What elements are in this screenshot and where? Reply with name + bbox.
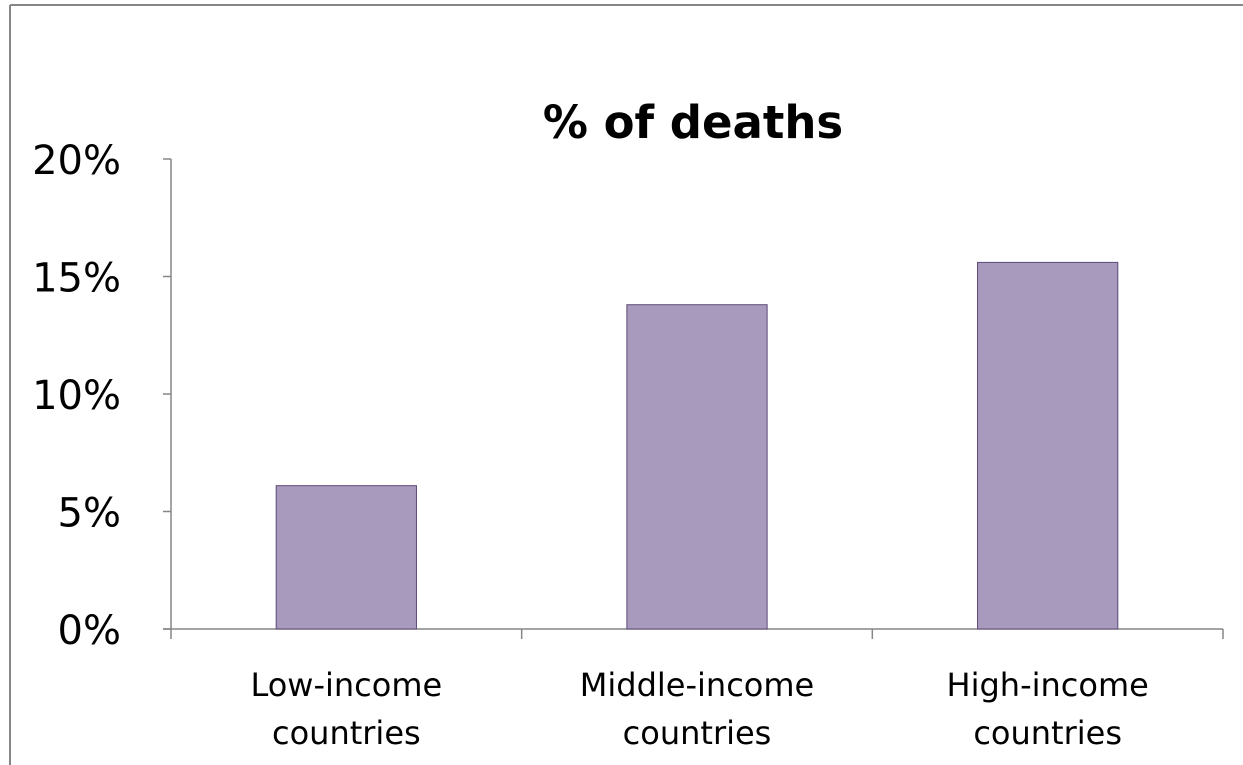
x-tick-label: countries xyxy=(272,714,421,752)
bars xyxy=(276,262,1118,629)
y-tick-label: 0% xyxy=(58,608,121,654)
y-axis: 0% 5% 10% 15% 20% xyxy=(32,138,171,654)
y-tick-label: 10% xyxy=(32,373,121,419)
x-tick-label: countries xyxy=(623,714,772,752)
chart-title: % of deaths xyxy=(543,96,843,149)
x-axis xyxy=(163,629,1223,639)
y-tick-label: 20% xyxy=(32,138,121,184)
y-tick-label: 15% xyxy=(32,256,121,302)
x-tick-label: Low-income xyxy=(250,666,442,704)
x-tick-label: High-income xyxy=(947,666,1149,704)
y-tick-label: 5% xyxy=(58,491,121,537)
x-tick-label: Middle-income xyxy=(580,666,814,704)
x-tick-label: countries xyxy=(973,714,1122,752)
x-axis-labels: Low-income countries Middle-income countrie… xyxy=(250,666,1148,752)
bar xyxy=(276,486,416,629)
bar xyxy=(627,305,767,629)
bar xyxy=(978,262,1118,629)
